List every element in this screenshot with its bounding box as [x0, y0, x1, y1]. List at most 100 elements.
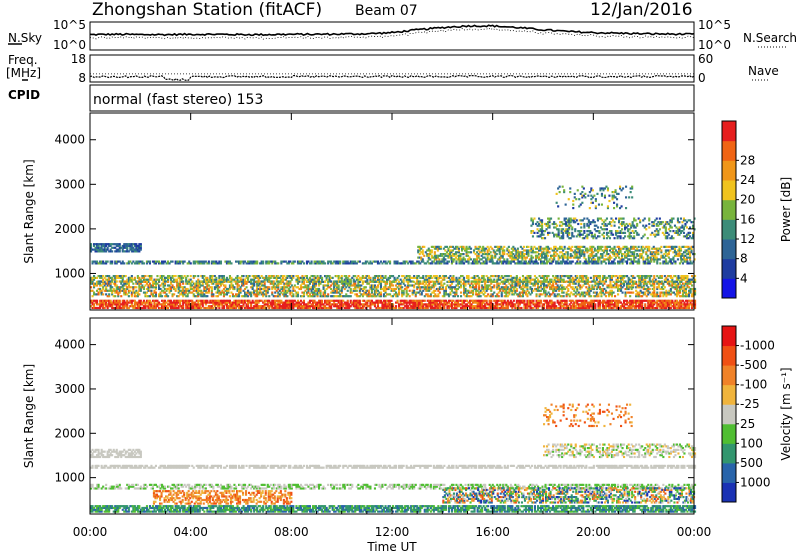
- power-cell: [527, 276, 531, 279]
- power-cell: [514, 284, 517, 287]
- power-cell: [624, 291, 627, 294]
- power-cell: [472, 289, 475, 292]
- power-cell: [500, 295, 503, 298]
- power-cell: [607, 291, 611, 294]
- power-cell: [316, 262, 319, 265]
- power-cell: [179, 303, 182, 306]
- power-cell: [141, 306, 144, 310]
- power-cell: [197, 287, 200, 291]
- power-cell: [582, 305, 585, 308]
- power-cell: [535, 260, 538, 263]
- power-cell: [301, 295, 304, 298]
- power-cell: [570, 280, 573, 283]
- power-cell: [603, 276, 606, 279]
- power-cell: [266, 299, 269, 302]
- power-cell: [218, 301, 221, 304]
- power-cell: [272, 299, 275, 302]
- power-cell: [198, 282, 201, 285]
- power-cell: [647, 286, 650, 289]
- power-cell: [629, 280, 632, 283]
- power-cell: [395, 260, 398, 263]
- power-cell: [373, 280, 377, 283]
- power-cell: [395, 262, 398, 265]
- power-cell: [361, 295, 364, 298]
- power-cell: [455, 305, 458, 308]
- power-cell: [493, 306, 496, 310]
- power-cell: [491, 262, 494, 265]
- power-cell: [151, 282, 155, 285]
- power-cell: [170, 280, 173, 283]
- power-cell: [109, 260, 112, 263]
- power-cell: [379, 306, 383, 310]
- power-cell: [543, 276, 546, 279]
- power-cell: [432, 282, 435, 285]
- power-cell: [515, 278, 518, 281]
- power-cell: [675, 289, 679, 292]
- power-cell: [607, 306, 611, 310]
- power-cell: [236, 293, 239, 296]
- power-cell: [352, 299, 355, 302]
- power-cell: [142, 262, 146, 265]
- power-cell: [629, 299, 632, 302]
- power-cell: [419, 286, 422, 289]
- power-cell: [162, 303, 165, 306]
- power-cell: [603, 299, 606, 302]
- power-cell: [671, 276, 674, 279]
- power-cell: [286, 291, 289, 294]
- power-cell: [511, 301, 514, 304]
- power-cell: [547, 301, 550, 304]
- power-cell: [438, 262, 441, 265]
- power-cell: [529, 293, 532, 296]
- power-cell: [298, 262, 301, 265]
- power-cell: [452, 278, 455, 281]
- power-cell: [343, 278, 346, 281]
- power-cell: [343, 295, 346, 298]
- nave-tick-bottom: 0: [698, 71, 706, 85]
- power-cell: [298, 276, 301, 279]
- power-cell: [277, 284, 280, 287]
- power-cell: [438, 291, 441, 294]
- power-cell: [158, 287, 161, 291]
- power-cell: [145, 291, 149, 294]
- power-cell: [479, 299, 482, 302]
- power-cell: [475, 306, 478, 310]
- power-cell: [132, 291, 135, 294]
- power-cell: [533, 303, 537, 306]
- power-cell: [527, 291, 531, 294]
- power-cell: [419, 301, 422, 304]
- power-cell: [506, 262, 509, 265]
- power-cell: [265, 276, 268, 279]
- power-cell: [653, 295, 656, 298]
- power-cell: [535, 280, 538, 283]
- power-cell: [469, 299, 472, 302]
- power-cell: [594, 295, 597, 298]
- power-cell: [395, 278, 398, 281]
- power-cell: [567, 293, 570, 296]
- power-cell: [672, 301, 676, 304]
- power-cell: [592, 301, 595, 304]
- power-cell: [407, 301, 410, 304]
- power-cell: [103, 280, 106, 283]
- power-cell: [381, 306, 384, 310]
- power-cell: [278, 289, 281, 292]
- power-cell: [135, 303, 138, 306]
- power-cell: [352, 287, 355, 291]
- power-cell: [132, 286, 135, 289]
- power-cell: [426, 286, 429, 289]
- power-cell: [328, 299, 331, 302]
- power-cell: [339, 295, 342, 298]
- power-cell: [615, 280, 618, 283]
- power-cell: [450, 299, 454, 302]
- power-cell: [192, 275, 195, 278]
- power-cell: [310, 287, 313, 291]
- power-cell: [219, 262, 223, 265]
- power-cell: [366, 295, 369, 298]
- power-cell: [192, 303, 195, 306]
- power-cell: [171, 276, 174, 279]
- power-cell: [162, 282, 165, 285]
- power-cell: [239, 260, 242, 263]
- power-cell: [508, 275, 511, 278]
- power-cell: [327, 278, 330, 281]
- power-cell: [565, 303, 568, 306]
- power-cell: [241, 282, 244, 285]
